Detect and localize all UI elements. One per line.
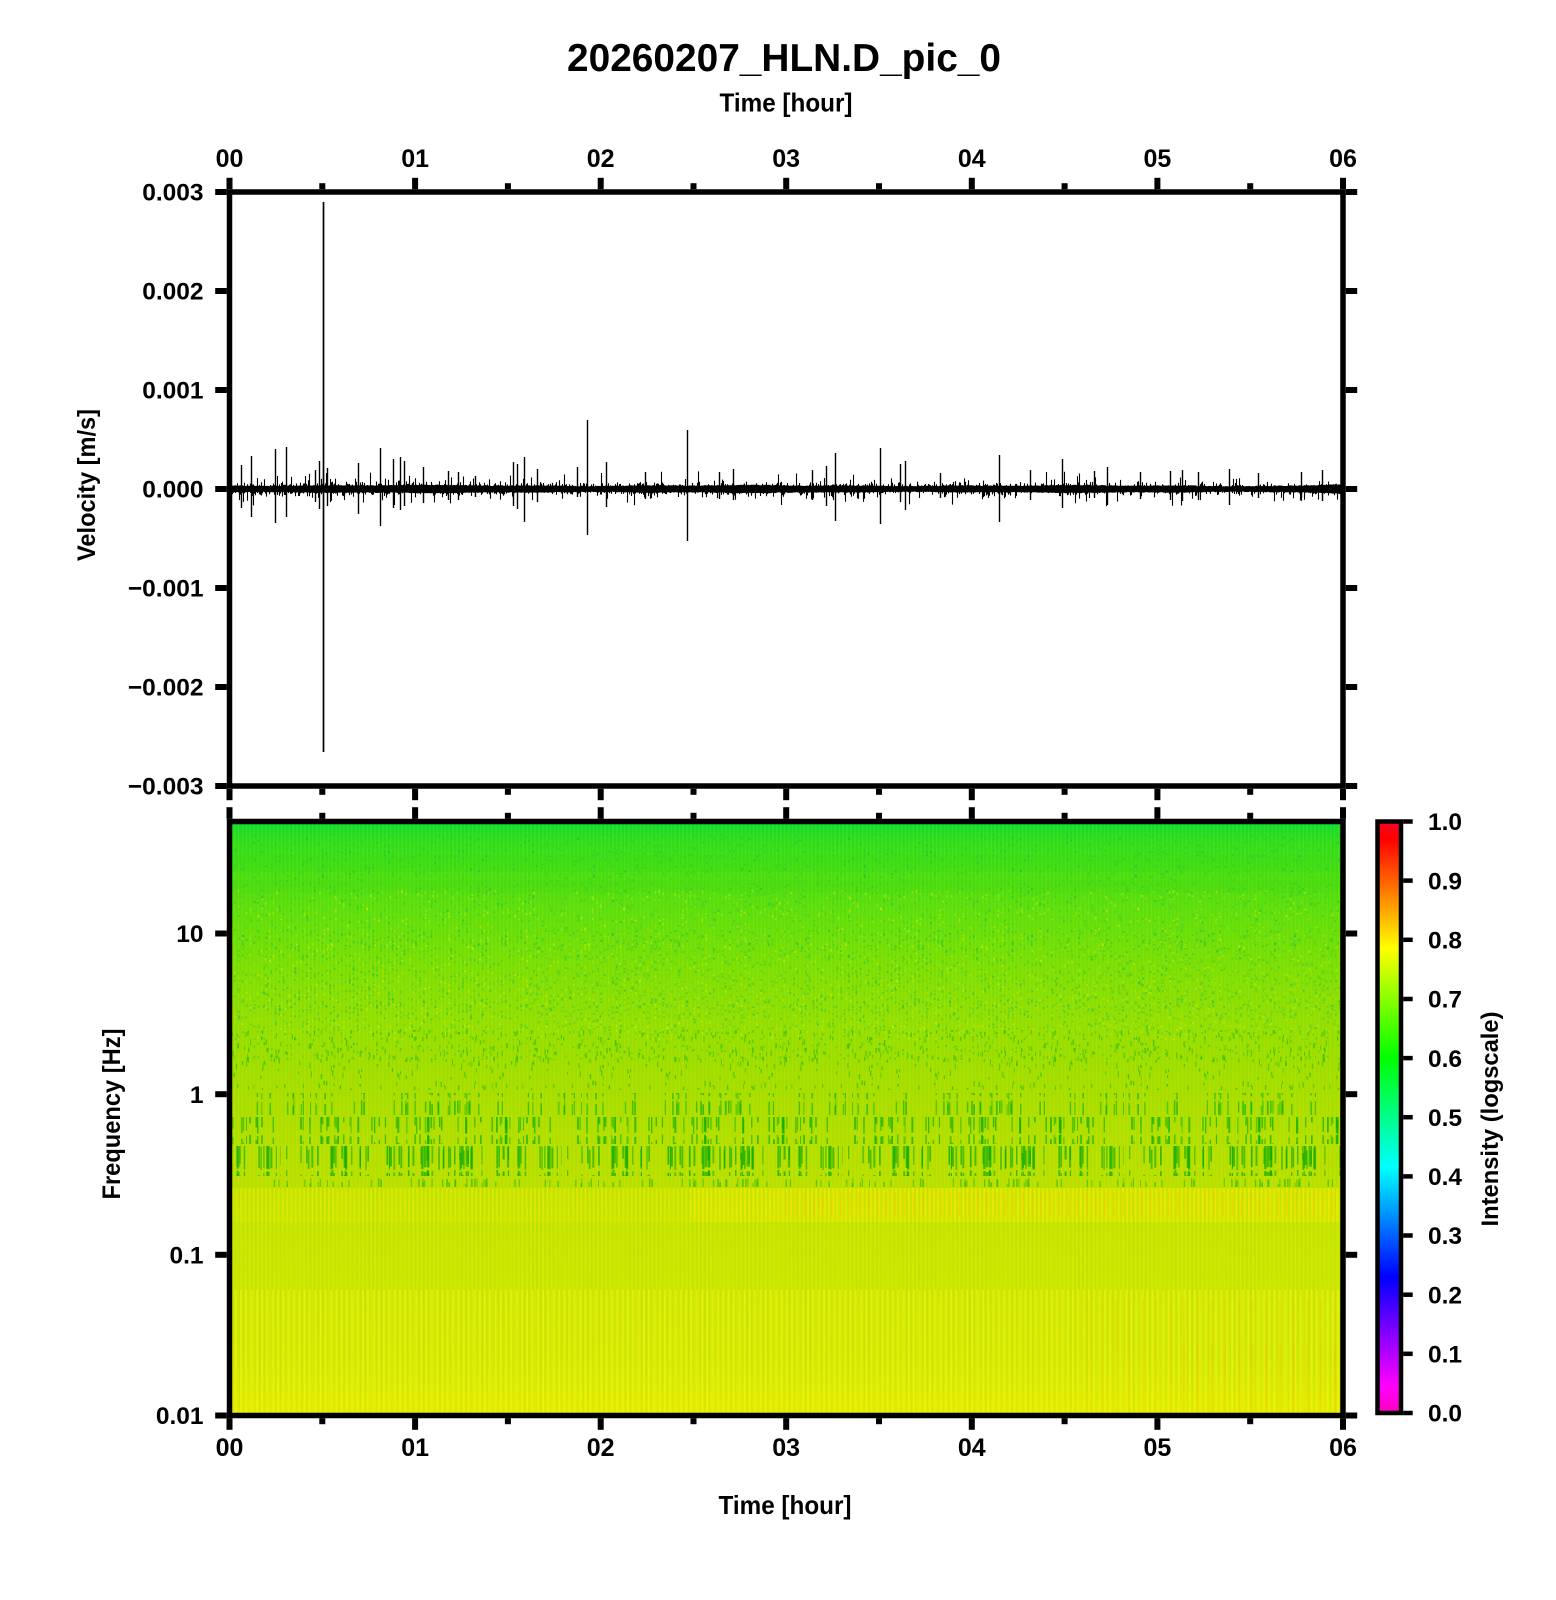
svg-text:0.000: 0.000	[142, 477, 203, 504]
svg-text:0.002: 0.002	[142, 279, 203, 306]
svg-text:10: 10	[176, 921, 203, 948]
svg-text:0.3: 0.3	[1428, 1223, 1462, 1250]
svg-text:01: 01	[401, 145, 429, 173]
svg-text:0.6: 0.6	[1428, 1046, 1462, 1073]
svg-text:0.9: 0.9	[1428, 868, 1462, 895]
svg-text:0.8: 0.8	[1428, 928, 1462, 955]
svg-text:04: 04	[958, 1434, 986, 1462]
svg-text:0.5: 0.5	[1428, 1105, 1462, 1132]
svg-text:02: 02	[587, 145, 615, 173]
svg-text:0.1: 0.1	[1428, 1342, 1462, 1369]
svg-text:−0.002: −0.002	[128, 675, 204, 702]
svg-text:1: 1	[190, 1082, 204, 1109]
svg-text:Intensity (logscale): Intensity (logscale)	[1477, 1012, 1504, 1227]
svg-text:0.0: 0.0	[1428, 1401, 1462, 1428]
svg-text:05: 05	[1143, 1434, 1171, 1462]
svg-text:0.2: 0.2	[1428, 1282, 1462, 1309]
svg-text:04: 04	[958, 145, 986, 173]
svg-text:0.001: 0.001	[142, 378, 203, 405]
svg-text:Velocity [m/s]: Velocity [m/s]	[73, 409, 101, 561]
svg-text:0.1: 0.1	[169, 1243, 203, 1270]
svg-text:Frequency [Hz]: Frequency [Hz]	[98, 1029, 126, 1200]
svg-text:01: 01	[401, 1434, 429, 1462]
svg-text:06: 06	[1329, 1434, 1357, 1462]
svg-text:03: 03	[772, 1434, 800, 1462]
svg-text:03: 03	[772, 145, 800, 173]
svg-text:Time [hour]: Time [hour]	[719, 1490, 852, 1520]
svg-text:1.0: 1.0	[1428, 809, 1462, 836]
svg-text:05: 05	[1143, 145, 1171, 173]
svg-text:Time [hour]: Time [hour]	[720, 88, 853, 118]
svg-text:0.7: 0.7	[1428, 987, 1462, 1014]
svg-text:00: 00	[216, 145, 244, 173]
svg-text:06: 06	[1329, 145, 1357, 173]
svg-text:02: 02	[587, 1434, 615, 1462]
svg-text:0.01: 0.01	[156, 1403, 204, 1430]
svg-text:0.4: 0.4	[1428, 1164, 1462, 1191]
svg-text:−0.001: −0.001	[128, 576, 204, 603]
svg-text:00: 00	[216, 1434, 244, 1462]
svg-text:20260207_HLN.D_pic_0: 20260207_HLN.D_pic_0	[567, 37, 1001, 80]
svg-text:0.003: 0.003	[142, 180, 203, 207]
svg-text:−0.003: −0.003	[128, 774, 204, 801]
